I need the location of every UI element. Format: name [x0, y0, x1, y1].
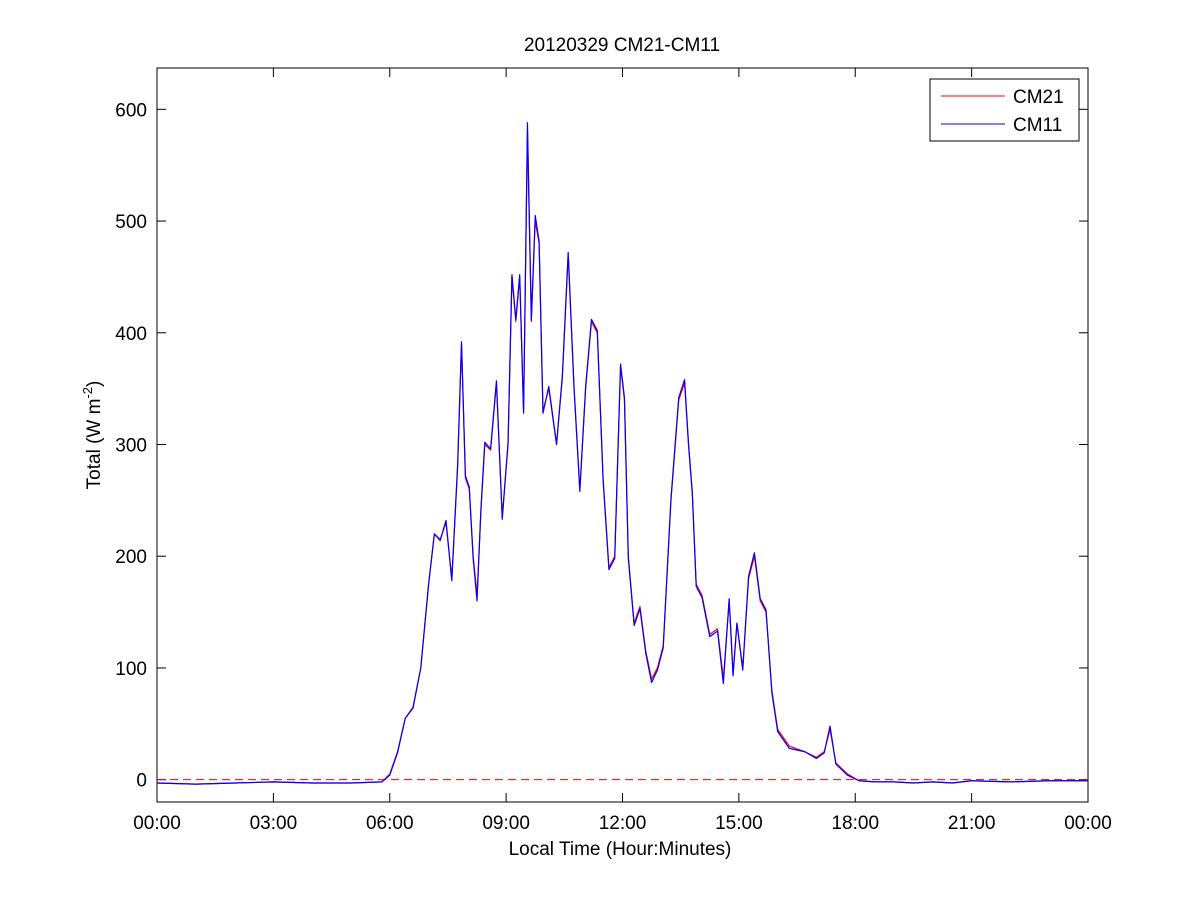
x-tick-labels: 00:00 03:00 06:00 09:00 12:00 15:00 18:00 21:00… — [133, 813, 1112, 834]
legend: CM21 CM11 — [929, 78, 1080, 142]
x-tick-label: 06:00 — [366, 813, 414, 834]
y-tick-label: 600 — [115, 100, 147, 121]
x-tick-label: 15:00 — [715, 813, 763, 834]
y-axis-title: Total (W m-2) — [80, 381, 105, 490]
legend-box — [929, 78, 1080, 142]
chart-title: 20120329 CM21-CM11 — [524, 35, 720, 56]
y-tick-label: 400 — [115, 324, 147, 345]
y-tick-label: 200 — [115, 547, 147, 568]
y-axis-title-superscript: -2 — [80, 387, 95, 399]
axes-box — [156, 67, 1089, 803]
y-tick-label: 100 — [115, 659, 147, 680]
x-tick-label: 03:00 — [250, 813, 298, 834]
series-layer — [156, 122, 1088, 785]
y-tick-label: 300 — [115, 435, 147, 456]
legend-label-cm21: CM21 — [1013, 87, 1064, 108]
x-tick-label: 12:00 — [599, 813, 647, 834]
series-line-cm11 — [156, 122, 1088, 785]
x-tick-label: 18:00 — [831, 813, 879, 834]
y-axis-title-suffix: ) — [84, 381, 105, 387]
x-tick-label: 00:00 — [1064, 813, 1112, 834]
x-axis-title: Local Time (Hour:Minutes) — [509, 839, 732, 860]
y-tick-label: 0 — [136, 771, 147, 792]
y-tick-labels: 0 100 200 300 400 500 600 — [115, 100, 147, 791]
plot-area — [156, 67, 1089, 803]
y-tick-label: 500 — [115, 212, 147, 233]
y-axis-title-main: Total (W m — [84, 399, 105, 490]
legend-label-cm11: CM11 — [1013, 115, 1062, 136]
x-tick-label: 00:00 — [133, 813, 181, 834]
x-tick-label: 21:00 — [948, 813, 996, 834]
x-tick-label: 09:00 — [482, 813, 530, 834]
